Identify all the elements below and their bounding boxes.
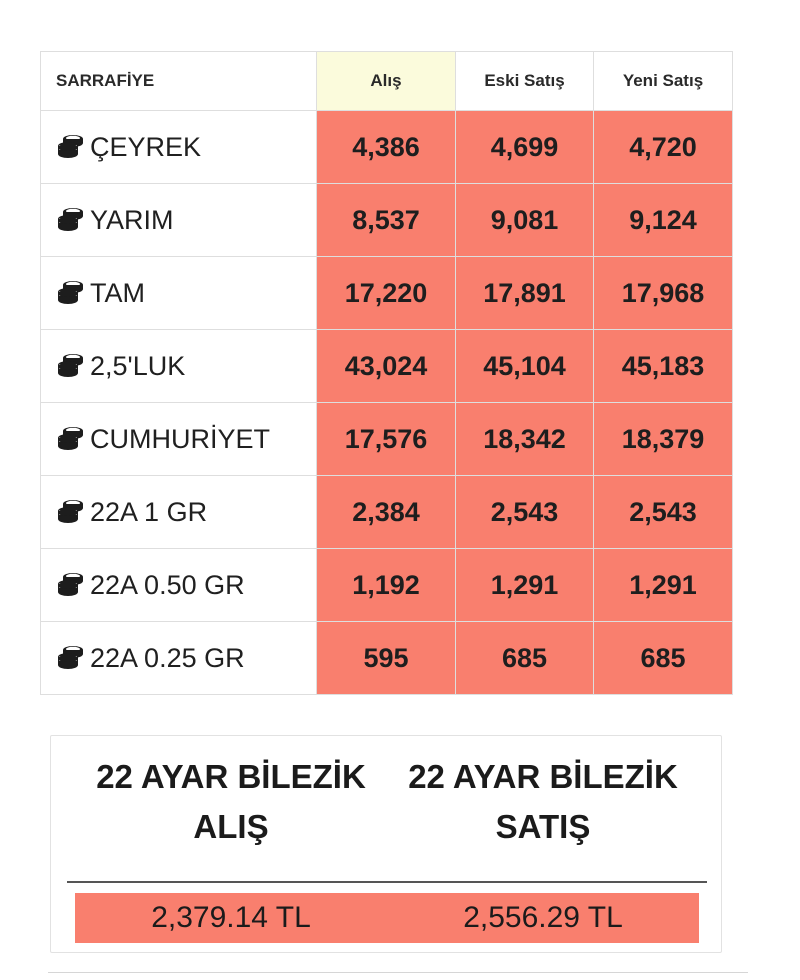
table-header-row: SARRAFİYE Alış Eski Satış Yeni Satış — [40, 51, 733, 111]
price-new-sell-cell: 18,379 — [593, 402, 733, 476]
table-row: ÇEYREK 4,386 4,699 4,720 — [40, 110, 733, 184]
coins-icon — [56, 644, 84, 670]
price-new-sell-cell: 1,291 — [593, 548, 733, 622]
price-rows: ÇEYREK 4,386 4,699 4,720 YARIM 8,537 9,081 9,12… — [40, 110, 733, 695]
price-new-sell-cell: 2,543 — [593, 475, 733, 549]
price-old-sell-cell: 18,342 — [455, 402, 594, 476]
coin-name: 22A 0.50 GR — [90, 569, 245, 600]
coin-name: YARIM — [90, 204, 174, 235]
coin-name: 22A 0.25 GR — [90, 642, 245, 673]
coin-name: 22A 1 GR — [90, 496, 208, 527]
header-old-sell: Eski Satış — [455, 51, 594, 111]
price-old-sell-cell: 9,081 — [455, 183, 594, 257]
coin-name: ÇEYREK — [90, 131, 202, 162]
coin-name-cell: ÇEYREK — [40, 110, 317, 184]
bracelet-sell-heading-line1: 22 AYAR BİLEZİK — [408, 758, 678, 795]
coins-icon — [56, 352, 84, 378]
bracelet-values-bar: 2,379.14 TL 2,556.29 TL — [75, 893, 699, 943]
coins-icon — [56, 571, 84, 597]
coins-icon — [56, 425, 84, 451]
price-old-sell-cell: 4,699 — [455, 110, 594, 184]
bracelet-divider — [67, 881, 707, 883]
price-buy-cell: 17,220 — [316, 256, 456, 330]
coin-name-cell: TAM — [40, 256, 317, 330]
price-buy-cell: 2,384 — [316, 475, 456, 549]
price-new-sell-cell: 685 — [593, 621, 733, 695]
price-old-sell-cell: 17,891 — [455, 256, 594, 330]
coins-icon — [56, 279, 84, 305]
coin-name-cell: 22A 0.25 GR — [40, 621, 317, 695]
table-row: 22A 0.25 GR 595 685 685 — [40, 621, 733, 695]
price-table: SARRAFİYE Alış Eski Satış Yeni Satış ÇEY… — [40, 51, 733, 695]
coin-name-cell: 22A 1 GR — [40, 475, 317, 549]
price-new-sell-cell: 45,183 — [593, 329, 733, 403]
table-row: TAM 17,220 17,891 17,968 — [40, 256, 733, 330]
coin-name: CUMHURİYET — [90, 423, 270, 454]
bracelet-buy-value: 2,379.14 TL — [151, 901, 311, 934]
table-row: 2,5'LUK 43,024 45,104 45,183 — [40, 329, 733, 403]
price-old-sell-cell: 2,543 — [455, 475, 594, 549]
bracelet-headings: 22 AYAR BİLEZİK ALIŞ 22 AYAR BİLEZİK SAT… — [51, 752, 721, 852]
coin-name-cell: 2,5'LUK — [40, 329, 317, 403]
bracelet-sell-value: 2,556.29 TL — [463, 901, 623, 934]
coin-name: TAM — [90, 277, 145, 308]
coin-name-cell: CUMHURİYET — [40, 402, 317, 476]
price-buy-cell: 1,192 — [316, 548, 456, 622]
price-old-sell-cell: 45,104 — [455, 329, 594, 403]
header-buy: Alış — [316, 51, 456, 111]
header-sarrafiye: SARRAFİYE — [40, 51, 317, 111]
price-buy-cell: 43,024 — [316, 329, 456, 403]
bracelet-sell-heading: 22 AYAR BİLEZİK SATIŞ — [388, 752, 698, 852]
coin-name-cell: 22A 0.50 GR — [40, 548, 317, 622]
price-buy-cell: 595 — [316, 621, 456, 695]
price-buy-cell: 17,576 — [316, 402, 456, 476]
price-old-sell-cell: 1,291 — [455, 548, 594, 622]
table-row: 22A 1 GR 2,384 2,543 2,543 — [40, 475, 733, 549]
table-row: 22A 0.50 GR 1,192 1,291 1,291 — [40, 548, 733, 622]
coins-icon — [56, 498, 84, 524]
coin-name-cell: YARIM — [40, 183, 317, 257]
coins-icon — [56, 206, 84, 232]
price-new-sell-cell: 17,968 — [593, 256, 733, 330]
price-old-sell-cell: 685 — [455, 621, 594, 695]
bracelet-panel: 22 AYAR BİLEZİK ALIŞ 22 AYAR BİLEZİK SAT… — [50, 735, 722, 953]
bracelet-buy-heading-line2: ALIŞ — [193, 808, 269, 845]
header-new-sell: Yeni Satış — [593, 51, 733, 111]
bracelet-buy-heading: 22 AYAR BİLEZİK ALIŞ — [76, 752, 386, 852]
price-new-sell-cell: 9,124 — [593, 183, 733, 257]
table-row: CUMHURİYET 17,576 18,342 18,379 — [40, 402, 733, 476]
coin-name: 2,5'LUK — [90, 350, 186, 381]
price-new-sell-cell: 4,720 — [593, 110, 733, 184]
coins-icon — [56, 133, 84, 159]
price-buy-cell: 4,386 — [316, 110, 456, 184]
price-buy-cell: 8,537 — [316, 183, 456, 257]
bracelet-buy-heading-line1: 22 AYAR BİLEZİK — [96, 758, 366, 795]
next-panel-edge — [48, 972, 748, 973]
table-row: YARIM 8,537 9,081 9,124 — [40, 183, 733, 257]
bracelet-sell-heading-line2: SATIŞ — [495, 808, 591, 845]
